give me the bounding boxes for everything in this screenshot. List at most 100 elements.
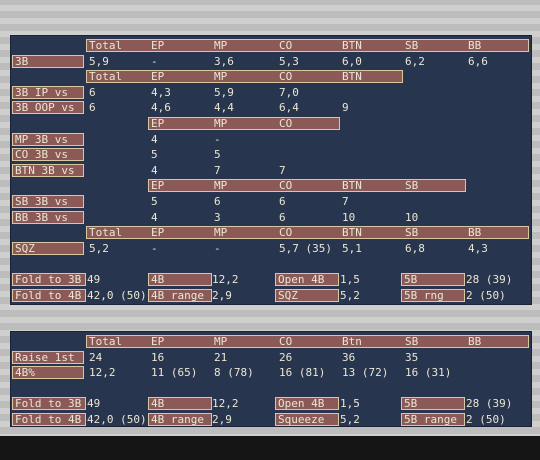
stat-value: 5: [151, 195, 158, 208]
label-box: [401, 288, 465, 302]
stat-value: 42,0 (50): [87, 288, 147, 302]
row-label: 4B%: [15, 366, 35, 380]
label-box: [401, 413, 465, 426]
stat-value: 9: [342, 101, 349, 115]
stat-value: 3: [214, 210, 221, 224]
label-box: [12, 195, 84, 208]
label-box: [275, 273, 339, 286]
stat-value: 11 (65): [151, 366, 198, 380]
stat-label: Open 4B: [278, 273, 325, 286]
column-header: MP: [214, 335, 228, 348]
stats-panel: Total EP MP CO Btn SB BB Raise 1st 24 16 21 26 36 35 4…: [10, 331, 532, 427]
stat-label: 4B range: [151, 288, 204, 302]
stat-value: 5,1: [342, 241, 362, 255]
label-box: [275, 413, 339, 426]
column-header: BB: [468, 335, 482, 348]
row-label: BTN 3B vs: [15, 163, 75, 177]
column-header: EP: [151, 179, 165, 193]
stat-value: 6: [89, 85, 96, 99]
row-label: BB 3B vs: [15, 210, 68, 224]
label-box: [12, 163, 84, 177]
stat-value: 6: [279, 195, 286, 208]
stat-value: 49: [87, 273, 101, 286]
stat-value: 7,0: [279, 85, 299, 99]
label-box: [12, 273, 86, 286]
stat-value: 42,0 (50): [87, 413, 147, 426]
column-header: Total: [89, 70, 123, 84]
stat-value: 6,2: [405, 54, 425, 68]
stat-value: 7: [279, 163, 286, 177]
label-box: [401, 273, 465, 286]
stat-value: 10: [342, 210, 356, 224]
stat-value: 6: [279, 210, 286, 224]
stat-label: Fold to 4B: [15, 288, 82, 302]
stat-value: 4,3: [151, 85, 171, 99]
column-header: BB: [468, 226, 482, 240]
stat-value: 6: [89, 101, 96, 115]
row-label: CO 3B vs: [15, 148, 68, 162]
row-label: SQZ: [15, 241, 35, 255]
column-header: MP: [214, 179, 228, 193]
column-header: BB: [468, 39, 482, 52]
stat-value: 5,2: [340, 413, 360, 426]
column-header: CO: [279, 179, 293, 193]
stat-value: 6,0: [342, 54, 362, 68]
stat-value: 4,4: [214, 101, 234, 115]
stat-label: 4B: [151, 273, 165, 286]
column-header: CO: [279, 70, 293, 84]
stat-value: -: [151, 241, 158, 255]
row-label: 3B IP vs: [15, 85, 68, 99]
stat-value: 16: [151, 350, 165, 364]
stat-value: 26: [279, 350, 293, 364]
stat-label: SQZ: [278, 288, 298, 302]
stat-value: 8 (78): [214, 366, 254, 380]
stat-value: 16 (81): [279, 366, 326, 380]
stat-value: 6,8: [405, 241, 425, 255]
label-box: [12, 210, 84, 224]
row-label: MP 3B vs: [15, 132, 68, 146]
stat-label: Fold to 3B: [15, 397, 82, 411]
column-header: MP: [214, 70, 228, 84]
stat-value: 1,5: [340, 397, 360, 411]
stat-label: Fold to 3B: [15, 273, 82, 286]
column-header: BTN: [342, 226, 362, 240]
column-header: EP: [151, 335, 165, 348]
column-header: EP: [151, 117, 165, 130]
stat-label: 5B: [404, 397, 418, 411]
stat-value: 6: [214, 195, 221, 208]
label-box: [12, 54, 84, 68]
stat-value: -: [214, 132, 221, 146]
stat-label: 5B rng: [404, 288, 444, 302]
stat-value: 28 (39): [466, 397, 513, 411]
stat-label: 5B range: [404, 413, 457, 426]
stat-value: 12,2: [212, 397, 239, 411]
column-header: Btn: [342, 335, 362, 348]
header-box: [148, 179, 466, 193]
header-box: [86, 335, 529, 348]
stats-panel: Total EP MP CO BTN SB BB 3B 5,9 - 3,6 5,3 6,0 6,2 6,6 T…: [10, 35, 532, 305]
label-box: [401, 397, 465, 411]
row-label: 3B OOP vs: [15, 101, 75, 115]
stat-value: 5: [214, 148, 221, 162]
label-box: [12, 132, 84, 146]
frame: [0, 436, 540, 460]
column-header: EP: [151, 226, 165, 240]
label-box: [148, 397, 212, 411]
stat-value: -: [151, 54, 158, 68]
header-box: [148, 117, 340, 130]
stat-label: 5B: [404, 273, 418, 286]
stat-value: 5,9: [214, 85, 234, 99]
label-box: [12, 413, 86, 426]
stat-value: 5,2: [340, 288, 360, 302]
stat-value: 2 (50): [466, 288, 506, 302]
label-box: [148, 288, 212, 302]
column-header: BTN: [342, 70, 362, 84]
column-header: CO: [279, 39, 293, 52]
stat-value: 7: [342, 195, 349, 208]
stat-value: 2,9: [212, 413, 232, 426]
label-box: [275, 397, 339, 411]
column-header: Total: [89, 226, 123, 240]
stat-value: 6,4: [279, 101, 299, 115]
stat-value: 21: [214, 350, 228, 364]
stat-value: 4: [151, 210, 158, 224]
